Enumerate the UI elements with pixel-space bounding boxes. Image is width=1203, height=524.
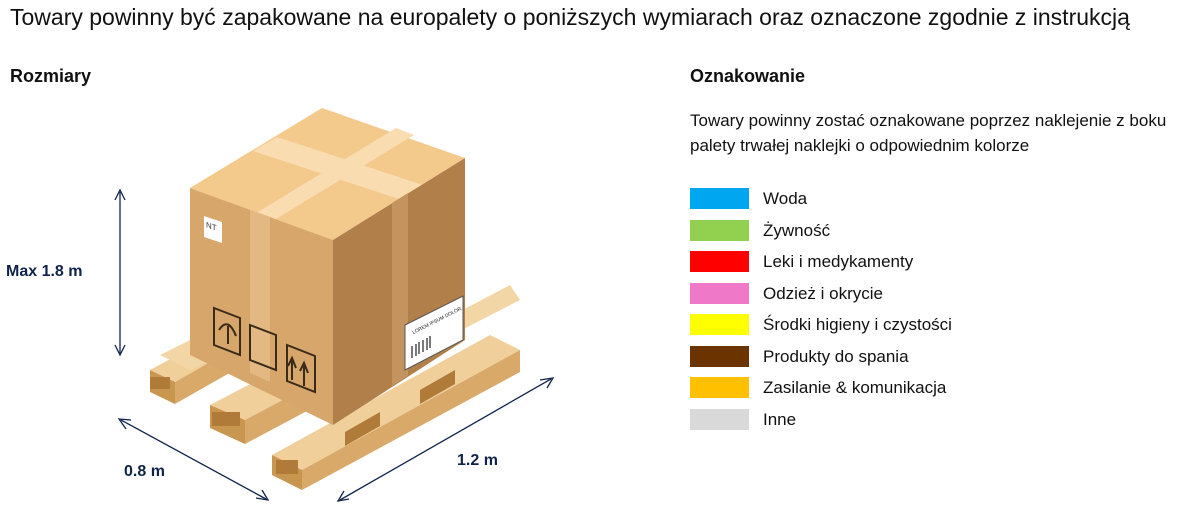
swatch [690,408,749,430]
swatch [690,314,749,335]
legend-label: Odzież i okrycie [763,283,883,303]
swatch [690,219,749,241]
swatch [690,282,749,304]
width-label: 0.8 m [124,463,165,480]
dimension-arrows [114,188,555,502]
legend-label: Żywność [763,220,831,240]
legend-label: Zasilanie & komunikacja [763,378,947,397]
swatch [690,345,749,367]
pallet-box-illustration [114,108,555,502]
legend-label: Produkty do spania [763,346,909,366]
swatch [690,377,749,398]
height-label: Max 1.8 m [6,263,83,280]
legend-label: Inne [763,409,797,429]
marking-description: Towary powinny zostać oznakowane poprzez… [690,111,1167,155]
swatch [690,188,749,209]
sizes-heading: Rozmiary [10,66,92,86]
page-title: Towary powinny być zapakowane na europal… [10,4,1130,30]
swatch [690,251,749,272]
legend-label: Leki i medykamenty [763,252,914,271]
cardboard-box [190,108,465,425]
marking-heading: Oznakowanie [690,66,806,86]
legend-label: Woda [763,189,808,208]
length-label: 1.2 m [457,452,498,469]
legend-label: Środki higieny i czystości [763,315,952,334]
